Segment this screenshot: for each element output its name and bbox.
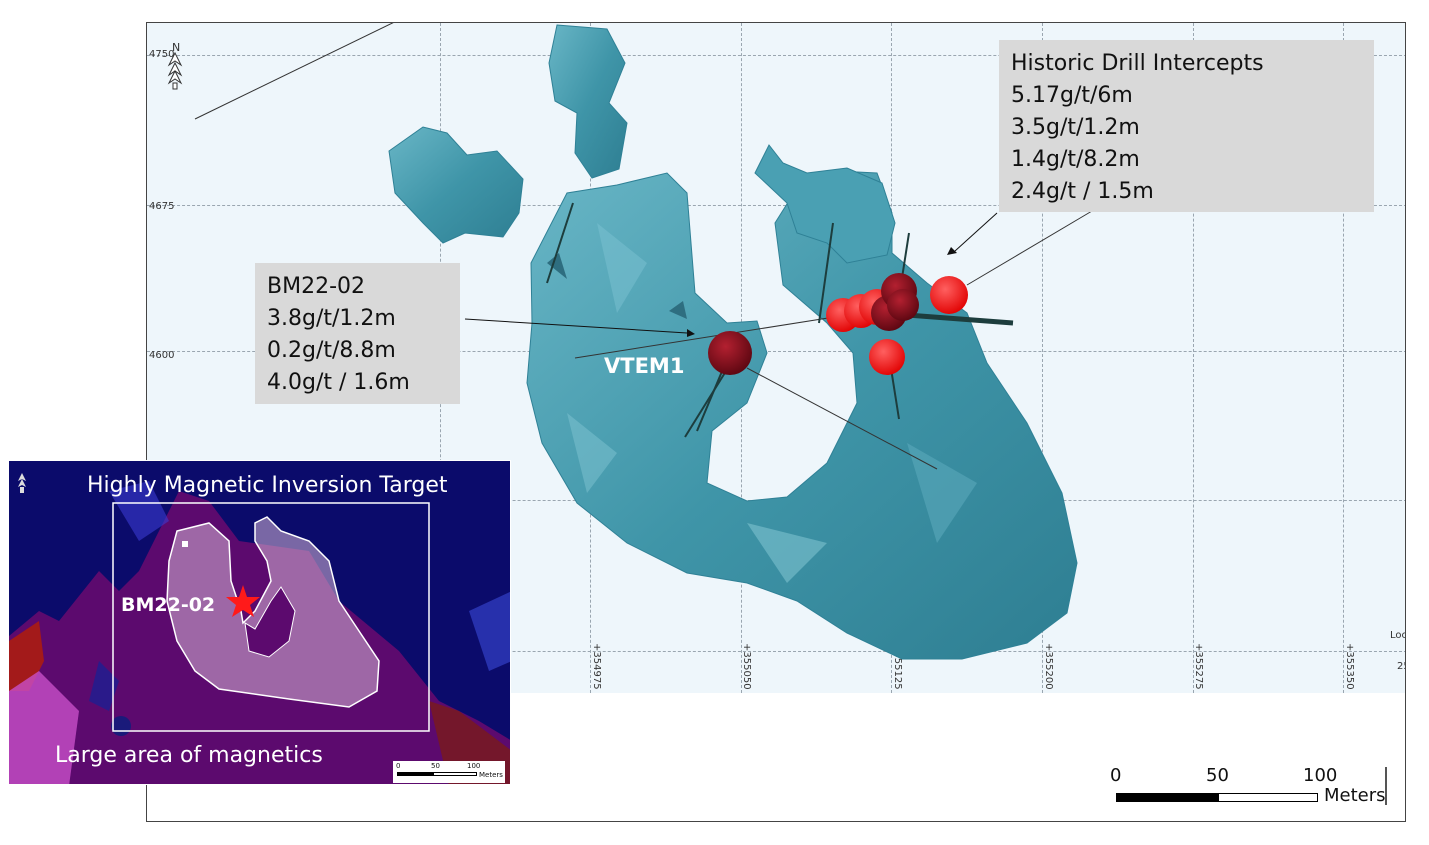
scale-bar-black bbox=[1116, 793, 1218, 802]
y-tick-label: 4675 bbox=[149, 201, 175, 212]
inset-svg bbox=[9, 473, 510, 784]
inset-drillhole-label: BM22-02 bbox=[121, 594, 216, 616]
corner-scale-label: 25 bbox=[1397, 661, 1405, 672]
ore-body-arm-right bbox=[754, 144, 896, 264]
inset-scale-tick: 100 bbox=[467, 762, 481, 770]
scale-bar-white bbox=[1218, 793, 1318, 802]
scale-tick-label: 0 bbox=[1110, 765, 1122, 786]
intercept-marker bbox=[869, 339, 905, 375]
inset-map: Highly Magnetic Inversion Target BM22-02… bbox=[8, 460, 511, 785]
inset-scale-unit: Meters bbox=[479, 771, 503, 779]
drillhole-star-icon bbox=[226, 585, 260, 617]
corner-label: Loc bbox=[1390, 630, 1406, 641]
grid-line bbox=[1343, 23, 1344, 693]
grid-line bbox=[147, 351, 1405, 352]
y-tick-label: 4750 bbox=[149, 49, 175, 60]
inset-title: Highly Magnetic Inversion Target bbox=[87, 473, 448, 498]
grid-line bbox=[1193, 23, 1194, 693]
historic-callout-line: 3.5g/t/1.2m bbox=[1011, 115, 1140, 140]
scale-bar: 0 50 100 Meters bbox=[1110, 765, 1400, 811]
inset-footer: Large area of magnetics bbox=[55, 743, 323, 768]
survey-line bbox=[194, 23, 394, 120]
bm-callout: BM22-02 3.8g/t/1.2m 0.2g/t/8.8m 4.0g/t /… bbox=[255, 263, 460, 404]
historic-callout-line: 1.4g/t/8.2m bbox=[1011, 147, 1140, 172]
bm-callout-line: 0.2g/t/8.8m bbox=[267, 338, 396, 363]
bm-callout-line: 4.0g/t / 1.6m bbox=[267, 370, 410, 395]
grid-line bbox=[147, 651, 1405, 652]
scale-unit: Meters bbox=[1324, 785, 1386, 806]
grid-line bbox=[147, 55, 1405, 56]
grid-line bbox=[1042, 23, 1043, 693]
inset-north-arrow-icon bbox=[18, 473, 26, 493]
historic-callout-line: 2.4g/t / 1.5m bbox=[1011, 179, 1154, 204]
svg-text:N: N bbox=[172, 41, 180, 54]
inset-scale-tick: 0 bbox=[396, 762, 401, 770]
inset-scale-bar: 0 50 100 Meters bbox=[393, 761, 505, 783]
intercept-marker-bm22-02 bbox=[708, 331, 752, 375]
north-arrow-icon: N bbox=[167, 41, 183, 90]
target-box bbox=[112, 502, 430, 732]
intercept-marker bbox=[930, 276, 968, 314]
ore-body-knob-top bbox=[548, 24, 628, 179]
historic-callout: Historic Drill Intercepts 5.17g/t/6m 3.5… bbox=[999, 40, 1374, 212]
y-tick-label: 4600 bbox=[149, 350, 175, 361]
intercept-marker bbox=[887, 289, 919, 321]
scale-bar-edge bbox=[1385, 767, 1387, 805]
inset-scale-tick: 50 bbox=[431, 762, 440, 770]
scale-tick-label: 100 bbox=[1303, 765, 1338, 786]
bm-callout-line: 3.8g/t/1.2m bbox=[267, 306, 396, 331]
ore-body-blob-left bbox=[388, 126, 524, 244]
grid-line bbox=[147, 205, 1405, 206]
bm-callout-title: BM22-02 bbox=[267, 274, 366, 299]
historic-callout-title: Historic Drill Intercepts bbox=[1011, 51, 1264, 76]
geology-svg: N bbox=[167, 23, 1093, 660]
vtem-label: VTEM1 bbox=[604, 354, 685, 378]
scale-tick-label: 50 bbox=[1206, 765, 1229, 786]
historic-callout-line: 5.17g/t/6m bbox=[1011, 83, 1133, 108]
